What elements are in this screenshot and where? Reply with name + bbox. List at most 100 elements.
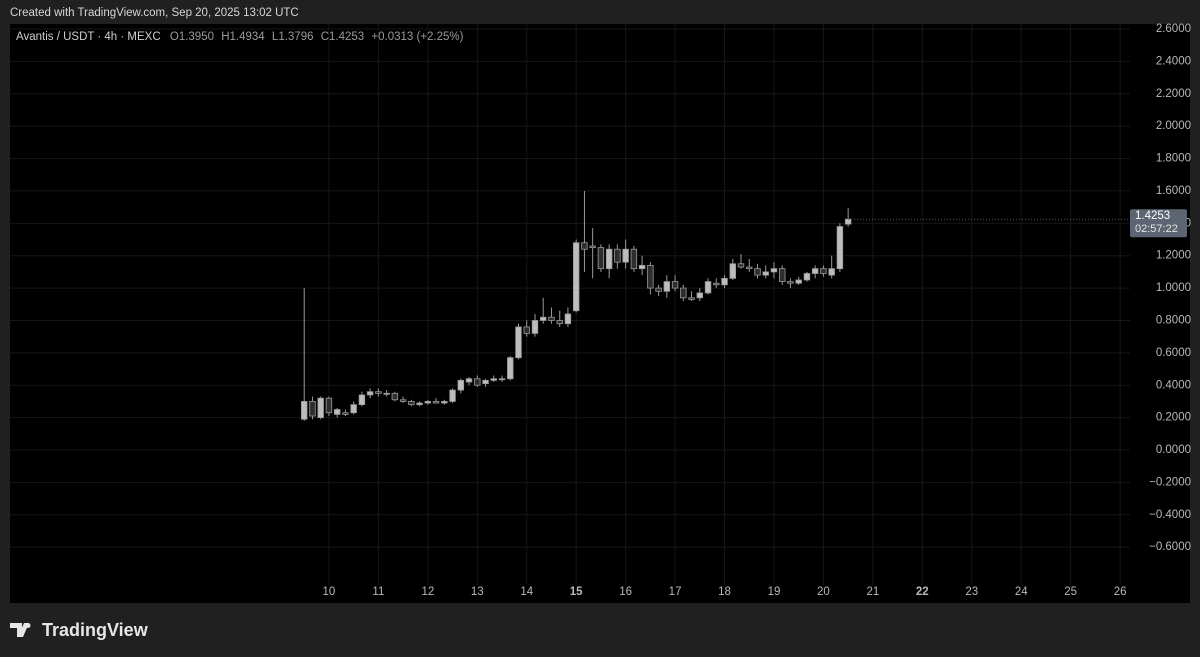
candle-body [655,287,662,292]
low-label: L [272,31,279,43]
candle-body [539,316,547,321]
candle-body [564,313,572,325]
candle-body [317,397,324,419]
candle-body [713,282,720,286]
x-tick-label: 14 [520,586,533,598]
brand: TradingView [42,620,149,640]
x-tick-label: 15 [570,586,583,598]
legend: Avantis / USDT · 4h · MEXC O1.3950 H1.49… [16,31,464,43]
candle-body [647,265,654,289]
change: +0.0313 (+2.25%) [371,31,463,43]
candle-body [457,379,465,391]
x-tick-label: 19 [768,586,781,598]
logo: TradingView [10,620,149,640]
symbol: Avantis / USDT · 4h · MEXC [16,31,161,43]
candle-body [383,392,390,395]
x-tick-label: 25 [1064,586,1077,598]
logo-dot [25,623,31,628]
y-tick-label: 2.2000 [1156,88,1191,100]
y-tick-label: 1.6000 [1156,185,1191,197]
candle-body [820,268,827,274]
y-tick-label: 0.2000 [1156,412,1191,424]
candle-body [507,357,514,380]
candle-body [688,297,695,300]
candle-body [754,268,761,276]
candle-body [663,281,671,292]
candle-body [671,281,679,289]
x-tick-label: 16 [619,586,632,598]
y-tick-label: 1.2000 [1156,250,1191,262]
chart-panel [10,24,1190,603]
candle-body [811,268,819,274]
candle-body [787,281,794,284]
candle-body [696,292,704,299]
candle-body [333,409,341,415]
candle-body [325,397,333,414]
logo-mark [10,623,29,637]
high-value: 1.4934 [230,31,266,43]
candle-body [399,399,407,402]
candle-body [342,412,349,415]
y-tick-label: 2.6000 [1156,23,1191,35]
candle-body [366,391,374,396]
x-tick-label: 20 [817,586,830,598]
candle-body [704,281,712,294]
y-tick-label: 2.0000 [1156,120,1191,132]
x-tick-label: 23 [965,586,978,598]
candle-body [605,248,613,270]
candle-body [432,401,440,404]
candle-body [836,226,844,270]
candle-body [358,394,366,406]
close-label: C [321,31,329,43]
y-tick-label: 1.8000 [1156,153,1191,165]
candle-body [572,242,580,312]
y-tick-label: 1.0000 [1156,282,1191,294]
y-tick-label: 0.4000 [1156,379,1191,391]
candle-body [375,391,382,394]
candle-body [531,320,539,334]
candle-body [622,248,629,263]
candle-body [638,265,646,270]
x-tick-label: 11 [372,586,384,598]
y-tick-label: −0.6000 [1149,541,1191,553]
x-tick-label: 17 [669,586,682,598]
candle-body [416,402,423,406]
y-tick-label: 0.0000 [1156,444,1191,456]
candle-body [515,326,522,359]
open-label: O [170,31,179,43]
countdown: 02:57:22 [1135,223,1178,235]
candle-body [523,326,530,334]
x-tick-label: 26 [1114,586,1127,598]
candle-body [498,378,506,381]
candle-body [301,401,308,420]
low-value: 1.3796 [278,31,313,43]
candle-body [309,401,316,417]
x-tick-label: 24 [1015,586,1028,598]
candle-body [721,277,728,286]
candle-body [844,218,852,225]
candle-body [350,404,357,414]
high-label: H [221,31,229,43]
x-tick-label: 22 [916,586,929,598]
candle-body [441,401,448,404]
candle-body [556,320,563,325]
y-tick-label: 0.8000 [1156,314,1191,326]
candle-body [474,378,481,386]
candle-body [614,248,621,263]
last-price-box [1130,209,1187,238]
y-tick-label: −0.4000 [1149,509,1191,521]
y-tick-label: −0.2000 [1149,476,1191,488]
candle-body [795,279,802,284]
y-tick-label: 0.6000 [1156,347,1191,359]
candle-body [408,401,415,406]
y-tick-label: 2.4000 [1156,55,1191,67]
x-tick-label: 21 [866,586,879,598]
candle-body [465,378,473,383]
candle-body [630,248,638,270]
candle-body [779,268,786,283]
candle-body [597,247,605,270]
candle-body [762,271,769,276]
candle-body [482,379,489,385]
x-tick-label: 12 [421,586,434,598]
